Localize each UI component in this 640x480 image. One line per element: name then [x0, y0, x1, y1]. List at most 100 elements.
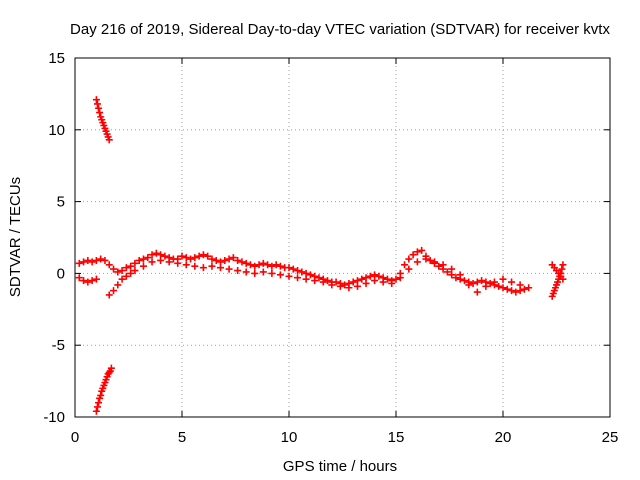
- data-point: [225, 265, 233, 273]
- data-point: [306, 271, 314, 279]
- data-point: [84, 256, 92, 264]
- data-point: [234, 256, 242, 264]
- y-tick-label: 0: [57, 265, 65, 282]
- data-point: [118, 275, 126, 283]
- data-point: [379, 278, 387, 286]
- data-point: [131, 259, 139, 267]
- data-point: [199, 264, 207, 272]
- data-point: [388, 279, 396, 287]
- data-point: [345, 284, 353, 292]
- data-point: [92, 275, 100, 283]
- series-arc-late-b: [548, 261, 567, 283]
- data-point: [191, 262, 199, 270]
- data-point: [328, 281, 336, 289]
- data-point: [559, 261, 567, 269]
- data-point: [495, 282, 503, 290]
- data-point: [268, 269, 276, 277]
- data-point: [525, 284, 533, 292]
- data-point: [268, 262, 276, 270]
- data-point: [486, 279, 494, 287]
- data-point: [289, 265, 297, 273]
- data-point: [92, 407, 100, 415]
- data-point: [298, 268, 306, 276]
- data-point: [93, 100, 101, 108]
- data-point: [311, 277, 319, 285]
- data-point: [482, 282, 490, 290]
- x-tick-label: 20: [495, 429, 512, 446]
- data-point: [285, 264, 293, 272]
- data-point: [114, 281, 122, 289]
- data-point: [341, 281, 349, 289]
- data-point: [465, 281, 473, 289]
- data-point: [105, 291, 113, 299]
- data-point: [187, 255, 195, 263]
- data-point: [80, 258, 88, 266]
- series-arc-low-short: [92, 364, 115, 415]
- plot-frame: [74, 57, 611, 418]
- data-point: [336, 282, 344, 290]
- data-points: [75, 96, 567, 415]
- data-point: [353, 282, 361, 290]
- data-point: [405, 265, 413, 273]
- series-arc-high-short: [92, 96, 113, 144]
- data-point: [508, 287, 516, 295]
- data-point: [229, 254, 237, 262]
- data-point: [405, 255, 413, 263]
- data-point: [75, 274, 83, 282]
- chart-title: Day 216 of 2019, Sidereal Day-to-day VTE…: [70, 21, 610, 38]
- data-point: [251, 269, 259, 277]
- data-point: [396, 274, 404, 282]
- data-point: [362, 279, 370, 287]
- data-point: [152, 249, 160, 257]
- data-point: [324, 277, 332, 285]
- data-point: [161, 252, 169, 260]
- data-point: [508, 278, 516, 286]
- data-point: [558, 265, 566, 273]
- data-point: [204, 252, 212, 260]
- data-point: [105, 368, 113, 376]
- y-axis-label: SDTVAR / TECUs: [7, 177, 24, 297]
- axis-ticks: 0 5 10 15 20 25 -10 -5 0 5 10 15: [43, 50, 618, 446]
- data-point: [371, 277, 379, 285]
- data-point: [272, 261, 280, 269]
- data-point: [255, 261, 263, 269]
- data-point: [460, 277, 468, 285]
- data-point: [208, 255, 216, 263]
- data-point: [259, 259, 267, 267]
- data-point: [101, 256, 109, 264]
- y-tick-label: 10: [48, 122, 65, 139]
- x-tick-label: 5: [178, 429, 186, 446]
- data-point: [413, 258, 421, 266]
- data-point: [95, 399, 103, 407]
- data-point: [242, 259, 250, 267]
- data-point: [225, 255, 233, 263]
- data-point: [276, 271, 284, 279]
- data-point: [456, 271, 464, 279]
- data-point: [217, 264, 225, 272]
- data-point: [195, 252, 203, 260]
- data-point: [92, 256, 100, 264]
- data-point: [208, 262, 216, 270]
- y-tick-label: 5: [57, 194, 65, 211]
- data-point: [110, 265, 118, 273]
- data-point: [84, 278, 92, 286]
- data-point: [426, 256, 434, 264]
- data-point: [435, 262, 443, 270]
- data-point: [135, 256, 143, 264]
- data-point: [294, 274, 302, 282]
- data-point: [95, 104, 103, 112]
- data-point: [148, 251, 156, 259]
- data-point: [234, 267, 242, 275]
- data-point: [383, 275, 391, 283]
- data-point: [448, 265, 456, 273]
- data-point: [165, 258, 173, 266]
- data-point: [178, 252, 186, 260]
- data-point: [139, 262, 147, 270]
- data-point: [499, 284, 507, 292]
- data-point: [473, 278, 481, 286]
- data-point: [469, 279, 477, 287]
- data-point: [478, 277, 486, 285]
- data-point: [182, 254, 190, 262]
- data-point: [332, 278, 340, 286]
